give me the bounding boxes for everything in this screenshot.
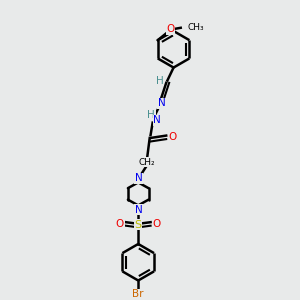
Text: O: O (116, 219, 124, 229)
Text: S: S (135, 220, 142, 230)
Text: N: N (135, 173, 142, 183)
Text: N: N (153, 115, 161, 125)
Text: N: N (135, 205, 142, 214)
Text: H: H (156, 76, 164, 85)
Text: O: O (169, 132, 177, 142)
Text: CH₃: CH₃ (188, 23, 204, 32)
Text: N: N (158, 98, 165, 108)
Text: H: H (147, 110, 155, 120)
Text: O: O (152, 219, 160, 229)
Text: O: O (166, 24, 175, 34)
Text: CH₂: CH₂ (138, 158, 155, 166)
Text: Br: Br (133, 289, 144, 299)
